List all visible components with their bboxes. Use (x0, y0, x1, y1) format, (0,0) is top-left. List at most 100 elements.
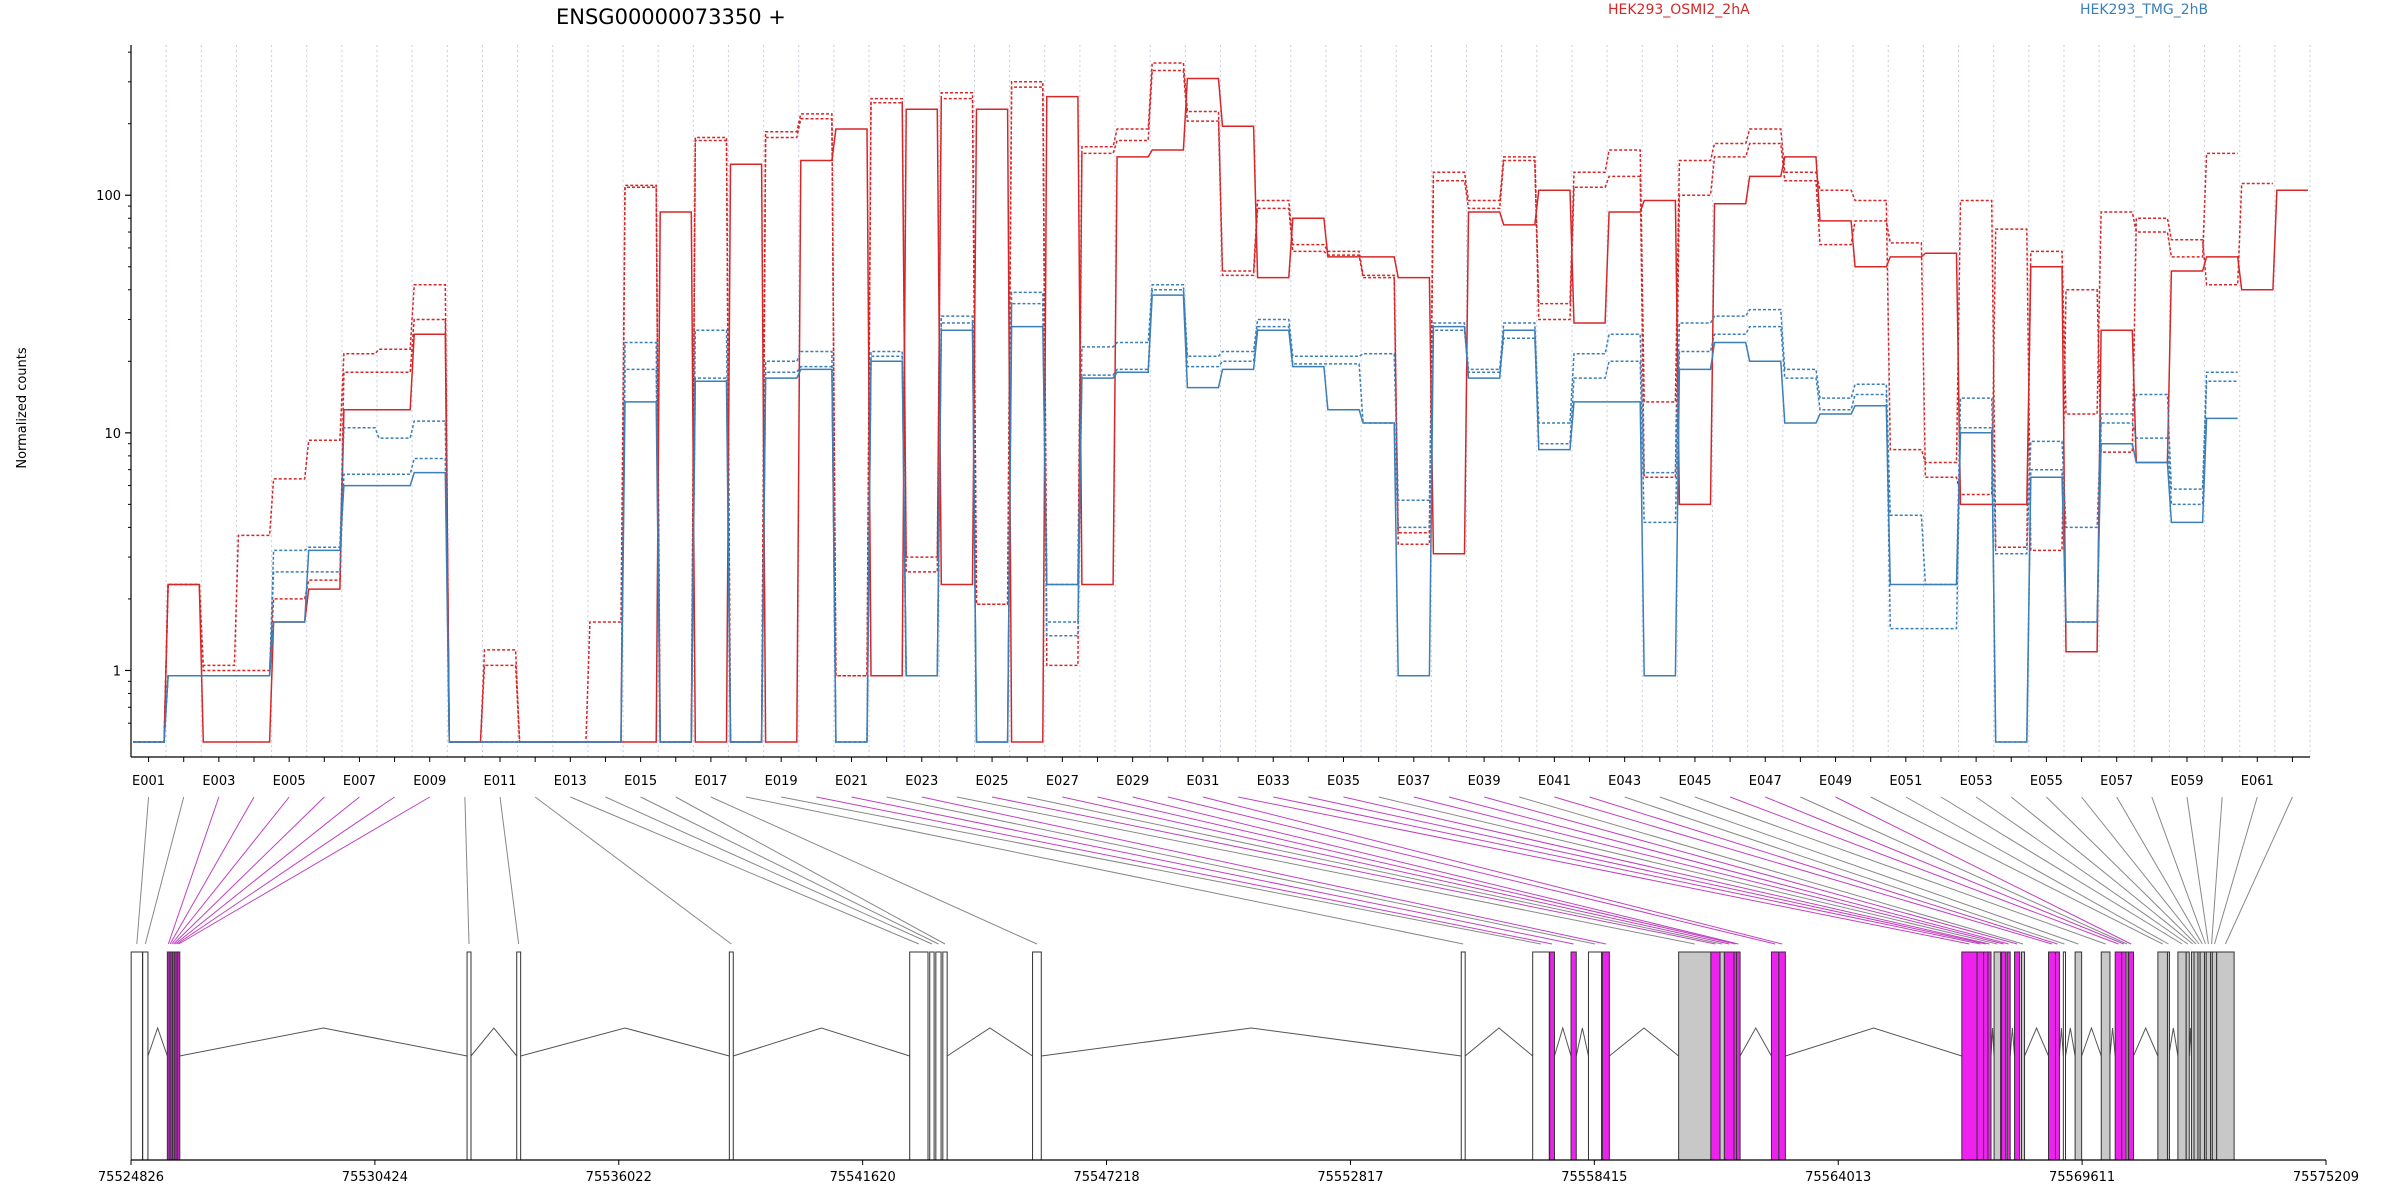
exon-block-E036 (1993, 951, 2002, 1161)
x-tick-label-E057: E057 (2100, 774, 2133, 789)
x-tick-label-E025: E025 (976, 774, 1009, 789)
vertical-gridlines (130, 45, 2311, 757)
connector-E008 (176, 796, 395, 945)
plot-axes: 1 10 100 (96, 45, 2310, 758)
connector-E005 (171, 796, 290, 945)
x-tick-label-E023: E023 (905, 774, 938, 789)
exon-block-E015 (935, 951, 942, 1161)
connector-E014 (605, 796, 933, 945)
exon-block-E020 (1549, 951, 1555, 1161)
exon-block-E027 (1723, 951, 1735, 1161)
connector-E006 (173, 796, 325, 945)
x-tick-label-E051: E051 (1889, 774, 1922, 789)
exon-block-E062 (2216, 951, 2235, 1161)
intron-line (1785, 1027, 1962, 1057)
gene-title: ENSG00000073350 + (556, 5, 786, 29)
x-tick-label-E001: E001 (132, 774, 165, 789)
connector-E023 (921, 796, 1606, 945)
x-tick-label-E031: E031 (1186, 774, 1219, 789)
connector-E016 (675, 796, 946, 945)
genomic-tick-label-75536022: 75536022 (586, 1170, 652, 1185)
connector-E042 (1589, 796, 2058, 945)
connector-E037 (1413, 796, 2004, 945)
exon-block-E035 (1987, 951, 1992, 1161)
x-tick-label-E055: E055 (2030, 774, 2063, 789)
exon-block-E050 (2157, 951, 2168, 1161)
x-tick-label-E029: E029 (1116, 774, 1149, 789)
connector-E061 (2214, 796, 2258, 945)
connector-E020 (816, 796, 1553, 945)
connector-E040 (1519, 796, 2024, 945)
genomic-tick-label-75547218: 75547218 (1073, 1170, 1139, 1185)
exon-block-E042 (2054, 951, 2060, 1161)
exon-connectors (136, 796, 2293, 945)
intron-line (1990, 1027, 1995, 1057)
exon-block-E024 (1678, 951, 1712, 1161)
intron-line (1575, 1027, 1589, 1057)
y-tick-label-100: 100 (96, 189, 121, 204)
connector-E012 (534, 796, 732, 945)
exon-block-E009 (177, 951, 181, 1161)
x-tick-label-E003: E003 (202, 774, 235, 789)
x-tick-label-E009: E009 (413, 774, 446, 789)
intron-line (2058, 1027, 2064, 1057)
connector-E043 (1624, 796, 2065, 945)
x-tick-label-E011: E011 (484, 774, 517, 789)
genomic-tick-label-75530424: 75530424 (342, 1170, 408, 1185)
x-tick-label-E047: E047 (1749, 774, 1782, 789)
y-tick-label-1: 1 (113, 664, 121, 679)
exon-block-E052 (2177, 951, 2187, 1161)
x-tick-label-E043: E043 (1608, 774, 1641, 789)
exon-block-E038 (2006, 951, 2011, 1161)
exon-block-E049 (2128, 951, 2134, 1161)
connector-E030 (1167, 796, 1776, 945)
x-tick-label-E053: E053 (1960, 774, 1993, 789)
exon-block-E018 (1460, 951, 1466, 1161)
x-tick-label-E061: E061 (2241, 774, 2274, 789)
x-tick-label-E019: E019 (765, 774, 798, 789)
connector-E039 (1483, 796, 2018, 945)
connector-E049 (1835, 796, 2132, 945)
connector-E036 (1378, 796, 1998, 945)
genomic-tick-label-75569611: 75569611 (2049, 1170, 2115, 1185)
intron-line (2065, 1027, 2076, 1057)
connector-E062 (2224, 796, 2293, 945)
connector-E038 (1448, 796, 2009, 945)
exon-block-E002 (142, 951, 149, 1161)
genomic-tick-label-75564013: 75564013 (1805, 1170, 1871, 1185)
exon-block-E019 (1532, 951, 1550, 1161)
x-tick-label-E049: E049 (1819, 774, 1852, 789)
legend-label-osmi: HEK293_OSMI2_2hA (1608, 2, 1750, 18)
exon-block-E033 (1976, 951, 1985, 1161)
connector-E026 (1027, 796, 1723, 945)
connector-E024 (956, 796, 1695, 945)
connector-E025 (991, 796, 1716, 945)
x-tick-label-E041: E041 (1538, 774, 1571, 789)
x-tick-label-E039: E039 (1468, 774, 1501, 789)
x-tick-label-E027: E027 (1046, 774, 1079, 789)
exon-block-E021 (1570, 951, 1577, 1161)
connector-E047 (1765, 796, 2125, 945)
exon-block-E040 (2021, 951, 2026, 1161)
exon-block-E037 (2000, 951, 2007, 1161)
connector-E022 (886, 796, 1596, 945)
connector-E021 (851, 796, 1574, 945)
gene-model-track (130, 951, 2235, 1161)
genomic-tick-label-75524826: 75524826 (98, 1170, 164, 1185)
exon-block-E012 (728, 951, 734, 1161)
intron-line (520, 1027, 730, 1057)
connector-E011 (499, 796, 520, 945)
connector-E045 (1694, 796, 2106, 945)
exon-block-E011 (516, 951, 522, 1161)
connector-E053 (1975, 796, 2189, 945)
exon-tick-labels: E001 E003 E005 E007 E009 E011 E013 E015 E017 E019… (132, 757, 2293, 789)
exon-block-E032 (1961, 951, 1978, 1161)
connector-E017 (710, 796, 1038, 945)
connector-E010 (464, 796, 470, 945)
exon-block-E051 (2166, 951, 2170, 1161)
x-tick-label-E013: E013 (554, 774, 587, 789)
genomic-tick-label-75575209: 75575209 (2293, 1170, 2359, 1185)
y-tick-label-10: 10 (104, 427, 121, 442)
x-tick-label-E017: E017 (694, 774, 727, 789)
connector-E027 (1062, 796, 1730, 945)
